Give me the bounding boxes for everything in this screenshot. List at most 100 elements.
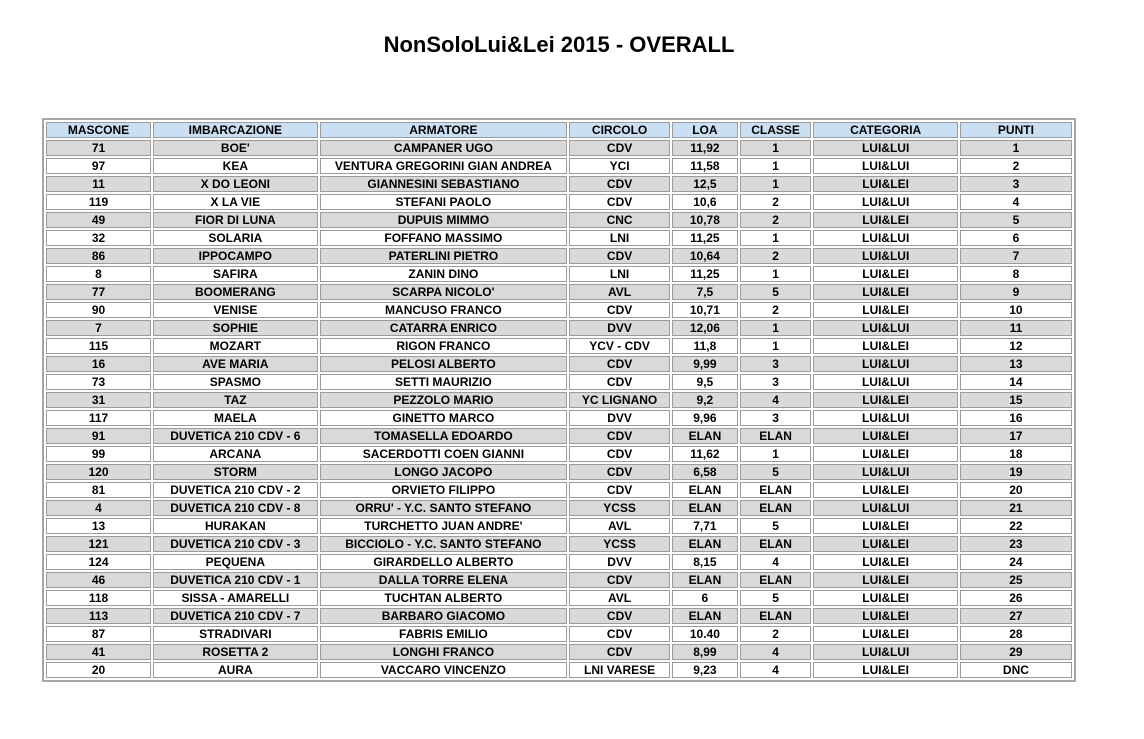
header-row: MASCONE IMBARCAZIONE ARMATORE CIRCOLO LOA CLA… [46,122,1072,138]
cell-imbarcazione: KEA [153,158,318,174]
cell-categoria: LUI&LUI [813,356,958,372]
cell-punti: 9 [959,284,1072,300]
cell-mascone: 99 [46,446,152,462]
cell-circolo: CDV [569,482,671,498]
cell-categoria: LUI&LEI [813,482,958,498]
cell-circolo: CDV [569,608,671,624]
cell-classe: 2 [739,626,812,642]
cell-loa: ELAN [672,572,738,588]
cell-punti: 16 [959,410,1072,426]
cell-categoria: LUI&LEI [813,266,958,282]
cell-loa: 11,8 [672,338,738,354]
table-row: 46 DUVETICA 210 CDV - 1 DALLA TORRE ELENA C… [46,572,1072,588]
cell-imbarcazione: MOZART [153,338,318,354]
cell-circolo: YC LIGNANO [569,392,671,408]
cell-mascone: 77 [46,284,152,300]
cell-categoria: LUI&LUI [813,320,958,336]
cell-punti: 23 [959,536,1072,552]
cell-categoria: LUI&LEI [813,338,958,354]
cell-circolo: CDV [569,446,671,462]
cell-punti: 24 [959,554,1072,570]
page-title: NonSoloLui&Lei 2015 - OVERALL [383,32,735,57]
cell-loa: 9,2 [672,392,738,408]
cell-circolo: CDV [569,356,671,372]
cell-categoria: LUI&LUI [813,374,958,390]
cell-loa: 11,25 [672,266,738,282]
cell-imbarcazione: ARCANA [153,446,318,462]
cell-circolo: CDV [569,644,671,660]
cell-categoria: LUI&LEI [813,518,958,534]
cell-mascone: 41 [46,644,152,660]
cell-classe: 1 [739,446,812,462]
cell-loa: 6 [672,590,738,606]
cell-circolo: LNI VARESE [569,662,671,678]
table-row: 20 AURA VACCARO VINCENZO LNI VARESE 9,23 4 LUI… [46,662,1072,678]
cell-categoria: LUI&LUI [813,194,958,210]
cell-categoria: LUI&LUI [813,140,958,156]
cell-categoria: LUI&LEI [813,662,958,678]
cell-mascone: 120 [46,464,152,480]
cell-loa: 10,6 [672,194,738,210]
cell-circolo: YCV - CDV [569,338,671,354]
table-row: 81 DUVETICA 210 CDV - 2 ORVIETO FILIPPO CDV… [46,482,1072,498]
cell-armatore: DALLA TORRE ELENA [319,572,568,588]
cell-punti: 5 [959,212,1072,228]
cell-loa: ELAN [672,428,738,444]
cell-classe: 5 [739,464,812,480]
cell-loa: 9,96 [672,410,738,426]
cell-imbarcazione: AURA [153,662,318,678]
cell-loa: 8,99 [672,644,738,660]
cell-classe: 4 [739,662,812,678]
cell-classe: 3 [739,356,812,372]
cell-circolo: CDV [569,140,671,156]
table-row: 97 KEA VENTURA GREGORINI GIAN ANDREA YCI 11,… [46,158,1072,174]
cell-mascone: 71 [46,140,152,156]
cell-mascone: 73 [46,374,152,390]
cell-mascone: 81 [46,482,152,498]
cell-armatore: PATERLINI PIETRO [319,248,568,264]
cell-mascone: 16 [46,356,152,372]
table-row: 49 FIOR DI LUNA DUPUIS MIMMO CNC 10,78 2 LUI&L… [46,212,1072,228]
cell-armatore: ZANIN DINO [319,266,568,282]
cell-armatore: TOMASELLA EDOARDO [319,428,568,444]
cell-circolo: CDV [569,374,671,390]
table-row: 7 SOPHIE CATARRA ENRICO DVV 12,06 1 LUI&LUI 11 [46,320,1072,336]
cell-circolo: DVV [569,554,671,570]
cell-punti: 4 [959,194,1072,210]
cell-punti: 14 [959,374,1072,390]
cell-loa: 10,78 [672,212,738,228]
cell-circolo: YCI [569,158,671,174]
cell-mascone: 8 [46,266,152,282]
column-header-mascone: MASCONE [46,122,152,138]
cell-mascone: 87 [46,626,152,642]
cell-loa: ELAN [672,608,738,624]
cell-classe: 1 [739,140,812,156]
cell-punti: 13 [959,356,1072,372]
cell-armatore: TUCHTAN ALBERTO [319,590,568,606]
cell-punti: 15 [959,392,1072,408]
table-row: 115 MOZART RIGON FRANCO YCV - CDV 11,8 1 LUI&L… [46,338,1072,354]
cell-circolo: AVL [569,284,671,300]
column-header-imbarcazione: IMBARCAZIONE [153,122,318,138]
column-header-classe: CLASSE [739,122,812,138]
cell-punti: 8 [959,266,1072,282]
cell-armatore: ORVIETO FILIPPO [319,482,568,498]
cell-punti: 17 [959,428,1072,444]
cell-classe: 1 [739,320,812,336]
table-row: 8 SAFIRA ZANIN DINO LNI 11,25 1 LUI&LEI 8 [46,266,1072,282]
cell-armatore: SCARPA NICOLO' [319,284,568,300]
cell-mascone: 121 [46,536,152,552]
cell-imbarcazione: HURAKAN [153,518,318,534]
cell-armatore: TURCHETTO JUAN ANDRE' [319,518,568,534]
cell-punti: 3 [959,176,1072,192]
cell-classe: ELAN [739,482,812,498]
cell-armatore: LONGO JACOPO [319,464,568,480]
cell-loa: 8,15 [672,554,738,570]
table-row: 124 PEQUENA GIRARDELLO ALBERTO DVV 8,15 4 LUI&… [46,554,1072,570]
table-row: 32 SOLARIA FOFFANO MASSIMO LNI 11,25 1 LUI&LUI… [46,230,1072,246]
cell-categoria: LUI&LUI [813,464,958,480]
cell-circolo: LNI [569,230,671,246]
table-row: 4 DUVETICA 210 CDV - 8 ORRU' - Y.C. SANTO … [46,500,1072,516]
table-row: 13 HURAKAN TURCHETTO JUAN ANDRE' AVL 7,71 5 LU… [46,518,1072,534]
cell-mascone: 7 [46,320,152,336]
